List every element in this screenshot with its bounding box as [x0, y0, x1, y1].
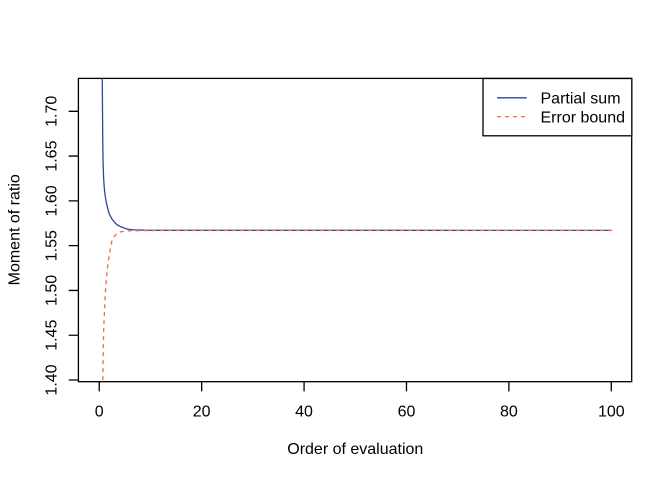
- svg-text:1.70: 1.70: [43, 96, 60, 127]
- svg-text:80: 80: [500, 404, 518, 421]
- svg-text:1.65: 1.65: [43, 140, 60, 171]
- svg-text:40: 40: [295, 404, 313, 421]
- svg-text:1.55: 1.55: [43, 230, 60, 261]
- svg-text:1.40: 1.40: [43, 364, 60, 395]
- svg-text:Error bound: Error bound: [541, 109, 626, 126]
- svg-text:60: 60: [398, 404, 416, 421]
- svg-text:1.60: 1.60: [43, 185, 60, 216]
- svg-text:1.45: 1.45: [43, 320, 60, 351]
- svg-text:Moment of ratio: Moment of ratio: [7, 174, 24, 285]
- svg-text:Order of evaluation: Order of evaluation: [287, 441, 423, 458]
- svg-text:Partial sum: Partial sum: [541, 90, 621, 107]
- svg-text:0: 0: [95, 404, 104, 421]
- svg-text:20: 20: [193, 404, 211, 421]
- svg-text:100: 100: [598, 404, 625, 421]
- svg-text:1.50: 1.50: [43, 275, 60, 306]
